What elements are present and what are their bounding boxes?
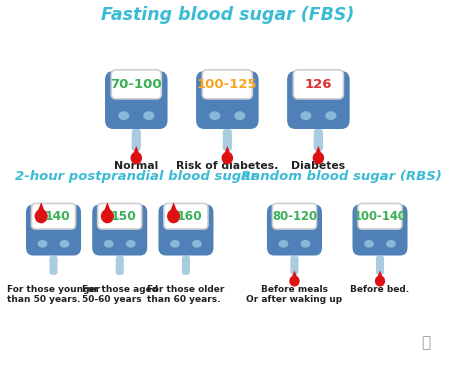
FancyBboxPatch shape: [132, 129, 141, 151]
FancyBboxPatch shape: [158, 205, 213, 255]
FancyBboxPatch shape: [49, 255, 57, 275]
Ellipse shape: [301, 111, 311, 120]
Text: Normal: Normal: [114, 161, 158, 171]
FancyBboxPatch shape: [196, 71, 259, 129]
Ellipse shape: [301, 240, 310, 248]
FancyBboxPatch shape: [31, 204, 75, 229]
Text: Diabetes: Diabetes: [292, 161, 346, 171]
Circle shape: [290, 276, 299, 286]
FancyBboxPatch shape: [353, 205, 408, 255]
Text: 126: 126: [305, 78, 332, 91]
FancyBboxPatch shape: [164, 204, 208, 229]
Text: 2-hour postprandial blood sugar: 2-hour postprandial blood sugar: [15, 170, 256, 183]
FancyBboxPatch shape: [182, 255, 190, 275]
Polygon shape: [224, 146, 231, 156]
Ellipse shape: [118, 111, 129, 120]
Polygon shape: [103, 202, 112, 214]
Text: Fasting blood sugar (FBS): Fasting blood sugar (FBS): [100, 6, 354, 24]
FancyBboxPatch shape: [116, 255, 124, 275]
FancyBboxPatch shape: [111, 70, 161, 99]
Ellipse shape: [104, 240, 114, 248]
Text: 160: 160: [177, 210, 202, 223]
Ellipse shape: [143, 111, 155, 120]
Ellipse shape: [364, 240, 374, 248]
FancyBboxPatch shape: [202, 70, 252, 99]
Ellipse shape: [192, 240, 202, 248]
Text: 70-100: 70-100: [110, 78, 162, 91]
FancyBboxPatch shape: [98, 204, 142, 229]
Text: For those younger
than 50 years.: For those younger than 50 years.: [7, 285, 100, 304]
Polygon shape: [133, 146, 140, 156]
Ellipse shape: [37, 240, 47, 248]
Text: Random blood sugar (RBS): Random blood sugar (RBS): [241, 170, 442, 183]
Text: For those aged
50-60 years: For those aged 50-60 years: [82, 285, 158, 304]
Circle shape: [101, 210, 113, 223]
Circle shape: [131, 152, 141, 163]
FancyBboxPatch shape: [92, 205, 147, 255]
FancyBboxPatch shape: [223, 129, 232, 151]
FancyBboxPatch shape: [105, 71, 167, 129]
FancyBboxPatch shape: [273, 204, 317, 229]
Ellipse shape: [279, 240, 288, 248]
Ellipse shape: [325, 111, 337, 120]
Text: Risk of diabetes.: Risk of diabetes.: [176, 161, 279, 171]
Text: 🤘: 🤘: [421, 335, 430, 350]
Ellipse shape: [209, 111, 220, 120]
Polygon shape: [291, 270, 298, 279]
Text: 150: 150: [110, 210, 136, 223]
FancyBboxPatch shape: [358, 204, 402, 229]
Circle shape: [35, 210, 47, 223]
Circle shape: [168, 210, 180, 223]
Polygon shape: [315, 146, 322, 156]
Polygon shape: [377, 270, 383, 279]
FancyBboxPatch shape: [291, 255, 299, 275]
Polygon shape: [169, 202, 178, 214]
Text: 80-120: 80-120: [272, 210, 317, 223]
Ellipse shape: [386, 240, 396, 248]
Text: Before meals
Or after waking up: Before meals Or after waking up: [246, 285, 343, 304]
FancyBboxPatch shape: [26, 205, 81, 255]
FancyBboxPatch shape: [314, 129, 323, 151]
Text: 100-140: 100-140: [354, 210, 406, 223]
Circle shape: [222, 152, 232, 163]
Polygon shape: [37, 202, 46, 214]
Ellipse shape: [126, 240, 136, 248]
Text: For those older
than 60 years.: For those older than 60 years.: [147, 285, 225, 304]
Ellipse shape: [234, 111, 246, 120]
Text: 100-125: 100-125: [197, 78, 258, 91]
FancyBboxPatch shape: [267, 205, 322, 255]
Text: 140: 140: [44, 210, 70, 223]
FancyBboxPatch shape: [293, 70, 343, 99]
FancyBboxPatch shape: [376, 255, 384, 275]
Text: Before bed.: Before bed.: [350, 285, 410, 294]
Circle shape: [375, 276, 384, 286]
Ellipse shape: [60, 240, 69, 248]
Circle shape: [313, 152, 323, 163]
Ellipse shape: [170, 240, 180, 248]
FancyBboxPatch shape: [287, 71, 350, 129]
